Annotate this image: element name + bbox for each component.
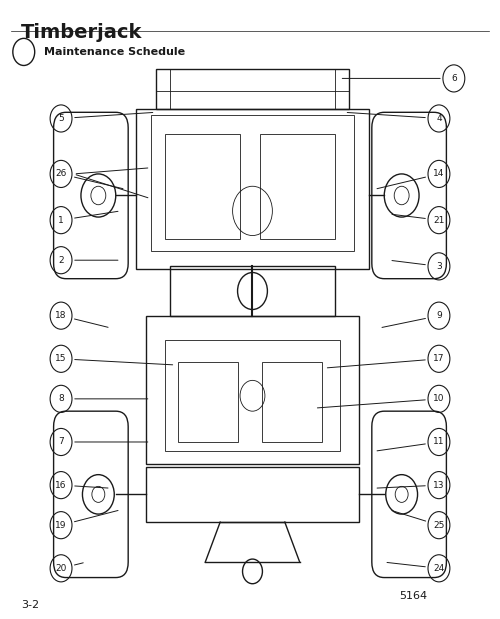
Text: 13: 13	[433, 480, 444, 490]
Text: 17: 17	[433, 354, 444, 363]
Text: 7: 7	[58, 438, 64, 446]
Bar	[150, 115, 354, 251]
Text: 5: 5	[58, 114, 64, 123]
Text: 3: 3	[436, 262, 442, 271]
Text: 21: 21	[434, 215, 444, 225]
Text: 10: 10	[433, 394, 444, 404]
Text: 15: 15	[56, 354, 67, 363]
Bar	[146, 467, 360, 522]
Bar	[156, 69, 350, 109]
Text: 11: 11	[433, 438, 444, 446]
Text: 1: 1	[58, 215, 64, 225]
Text: 6: 6	[451, 74, 456, 83]
Bar	[178, 362, 238, 442]
Text: 20: 20	[56, 564, 66, 573]
Bar	[170, 266, 334, 316]
Text: 25: 25	[434, 521, 444, 530]
Bar	[166, 134, 240, 239]
Text: 19: 19	[56, 521, 67, 530]
Text: 26: 26	[56, 170, 66, 178]
Text: Maintenance Schedule: Maintenance Schedule	[44, 47, 185, 57]
Text: Timberjack: Timberjack	[22, 23, 142, 42]
Bar	[262, 362, 322, 442]
Text: 24: 24	[434, 564, 444, 573]
Text: 8: 8	[58, 394, 64, 404]
Text: 3-2: 3-2	[22, 600, 40, 610]
Text: 16: 16	[56, 480, 67, 490]
Bar	[166, 340, 340, 451]
Text: 14: 14	[434, 170, 444, 178]
Text: 18: 18	[56, 311, 67, 320]
Text: 9: 9	[436, 311, 442, 320]
Text: 4: 4	[436, 114, 442, 123]
Bar	[260, 134, 334, 239]
Text: 2: 2	[58, 256, 64, 265]
Bar	[136, 109, 370, 269]
Bar	[146, 316, 360, 464]
Text: 5164: 5164	[399, 591, 428, 601]
